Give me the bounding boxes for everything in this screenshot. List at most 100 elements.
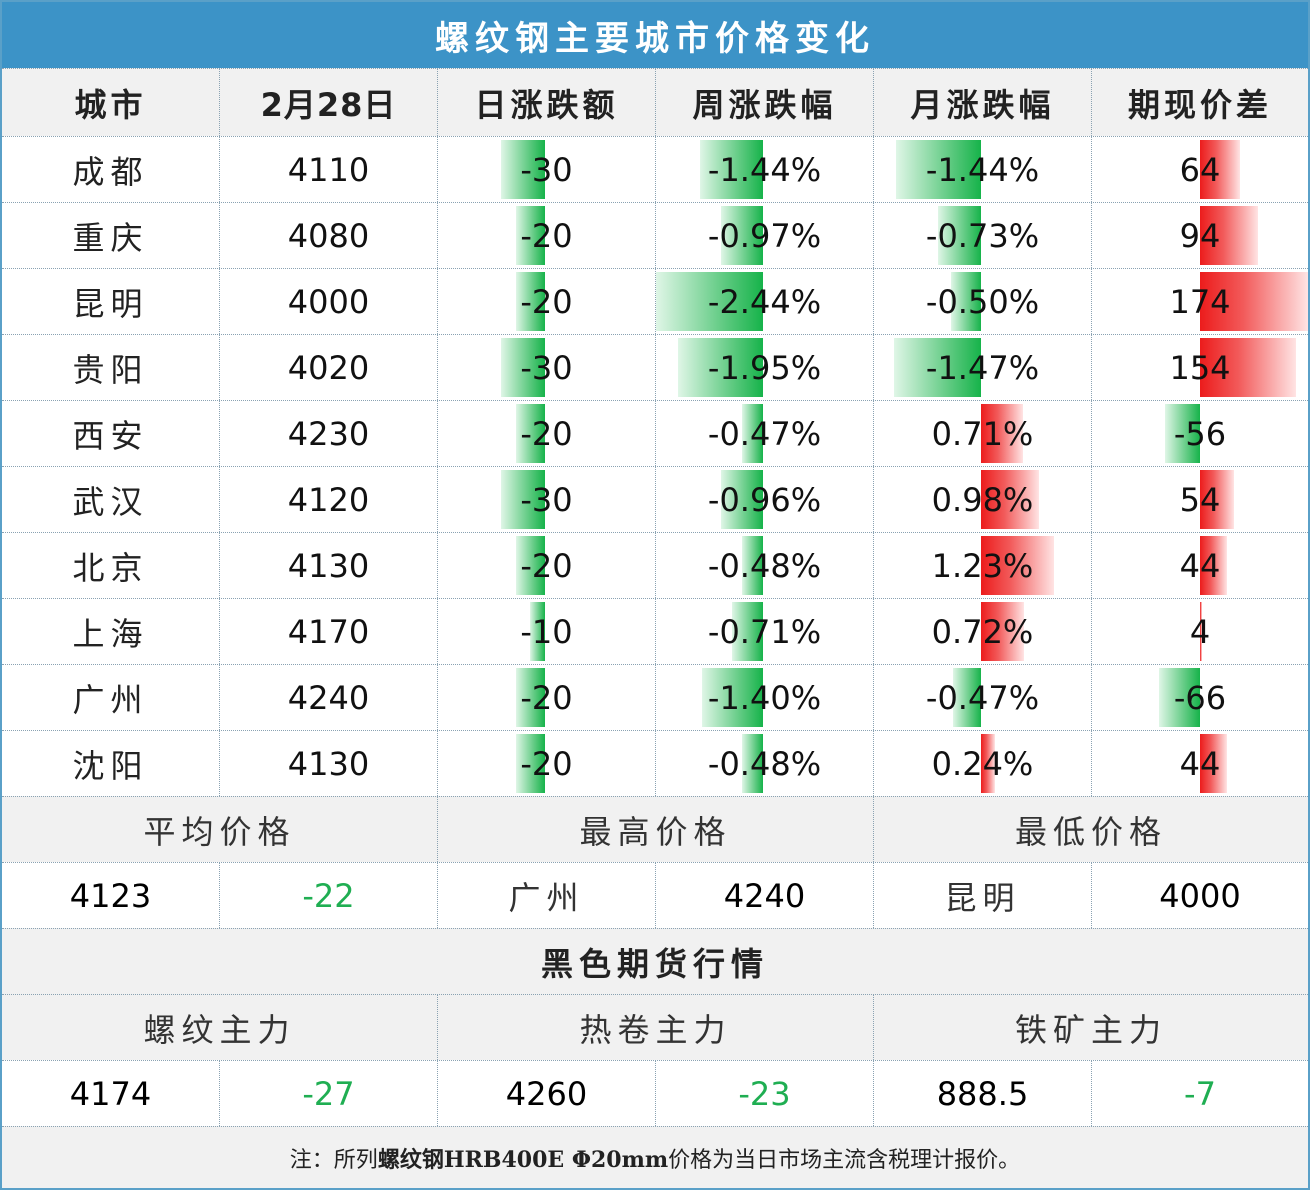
month-change-cell: 0.98% [874,467,1092,532]
spread-cell: 54 [1092,467,1308,532]
futures-label-row: 螺纹主力 热卷主力 铁矿主力 [2,994,1308,1060]
city-name: 武汉 [2,467,220,532]
week-change-value: -1.40% [707,678,822,717]
week-change-cell: -1.40% [656,665,874,730]
city-name: 昆明 [2,269,220,334]
daily-change-databar [501,140,545,199]
week-change-value: -1.44% [707,150,822,189]
spread-cell: -56 [1092,401,1308,466]
week-change-databar [678,338,763,397]
city-name: 北京 [2,533,220,598]
daily-change-value: -30 [520,480,573,519]
daily-change-value: -30 [520,150,573,189]
week-change-cell: -0.48% [656,533,874,598]
table-row: 重庆 4080 -20 -0.97% -0.73% 94 [2,202,1308,268]
week-change-databar [721,206,763,265]
week-change-cell: -1.44% [656,137,874,202]
table-row: 上海 4170 -10 -0.71% 0.72% 4 [2,598,1308,664]
month-change-cell: 0.72% [874,599,1092,664]
spread-value: 44 [1179,546,1221,585]
futures-section-row: 黑色期货行情 [2,928,1308,994]
spread-cell: 44 [1092,731,1308,796]
daily-change-cell: -10 [438,599,656,664]
city-name: 广州 [2,665,220,730]
week-change-databar [702,668,763,727]
summary-label-row: 平均价格 最高价格 最低价格 [2,796,1308,862]
week-change-value: -1.95% [707,348,822,387]
month-change-databar [981,734,995,793]
low-city-value: 昆明 [874,863,1092,928]
avg-price-value: 4123 [2,863,220,928]
daily-change-cell: -30 [438,335,656,400]
month-change-value: 0.98% [931,480,1034,519]
header-spread: 期现价差 [1127,85,1272,124]
price: 4170 [220,599,438,664]
week-change-databar [742,536,763,595]
footnote-spec: 螺纹钢HRB400E Φ20mm [377,1146,669,1173]
month-change-cell: 0.24% [874,731,1092,796]
week-change-databar [721,470,763,529]
daily-change-value: -30 [520,348,573,387]
spread-databar [1200,206,1258,265]
high-price-value: 4240 [656,863,874,928]
daily-change-value: -20 [520,546,573,585]
header-week: 周涨跌幅 [656,69,874,136]
spread-value: 154 [1169,348,1231,387]
spread-databar [1159,668,1200,727]
city-name: 重庆 [2,203,220,268]
daily-change-databar [501,470,545,529]
daily-change-cell: -20 [438,533,656,598]
price: 4120 [220,467,438,532]
spread-cell: 94 [1092,203,1308,268]
spread-databar [1200,734,1227,793]
week-change-value: -0.48% [707,744,822,783]
table-row: 成都 4110 -30 -1.44% -1.44% 64 [2,136,1308,202]
week-change-cell: -0.47% [656,401,874,466]
week-change-value: -0.47% [707,414,822,453]
week-change-value: -2.44% [707,282,822,321]
week-change-databar [732,602,763,661]
month-change-databar [951,272,981,331]
avg-change-value: -22 [220,863,438,928]
city-name: 西安 [2,401,220,466]
daily-change-databar [516,404,545,463]
daily-change-cell: -20 [438,269,656,334]
month-change-value: -1.44% [925,150,1040,189]
city-name: 成都 [2,137,220,202]
month-change-databar [981,536,1054,595]
spread-cell: 4 [1092,599,1308,664]
week-change-value: -0.48% [707,546,822,585]
week-change-cell: -2.44% [656,269,874,334]
daily-change-cell: -20 [438,665,656,730]
high-price-label: 最高价格 [438,797,874,862]
low-price-value: 4000 [1159,876,1241,915]
month-change-cell: -1.47% [874,335,1092,400]
hrc-main-label: 热卷主力 [438,995,874,1060]
hrc-price-value: 4260 [438,1061,656,1126]
spread-databar [1200,536,1227,595]
price: 4130 [220,533,438,598]
month-change-cell: 0.71% [874,401,1092,466]
week-change-value: -0.97% [707,216,822,255]
rebar-price-value: 4174 [2,1061,220,1126]
iron-change-value: -7 [1184,1074,1216,1113]
hrc-change-value: -23 [656,1061,874,1126]
price: 4000 [220,269,438,334]
spread-cell: -66 [1092,665,1308,730]
city-name: 贵阳 [2,335,220,400]
price: 4240 [220,665,438,730]
daily-change-value: -20 [520,744,573,783]
spread-databar [1200,338,1296,397]
city-name: 沈阳 [2,731,220,796]
week-change-databar [742,734,763,793]
month-change-value: 1.23% [931,546,1034,585]
spread-databar [1200,272,1308,331]
table-row: 武汉 4120 -30 -0.96% 0.98% 54 [2,466,1308,532]
spread-databar [1200,470,1234,529]
spread-databar [1165,404,1200,463]
spread-cell: 154 [1092,335,1308,400]
daily-change-value: -10 [520,612,573,651]
month-change-cell: -0.50% [874,269,1092,334]
price: 4020 [220,335,438,400]
month-change-cell: 1.23% [874,533,1092,598]
